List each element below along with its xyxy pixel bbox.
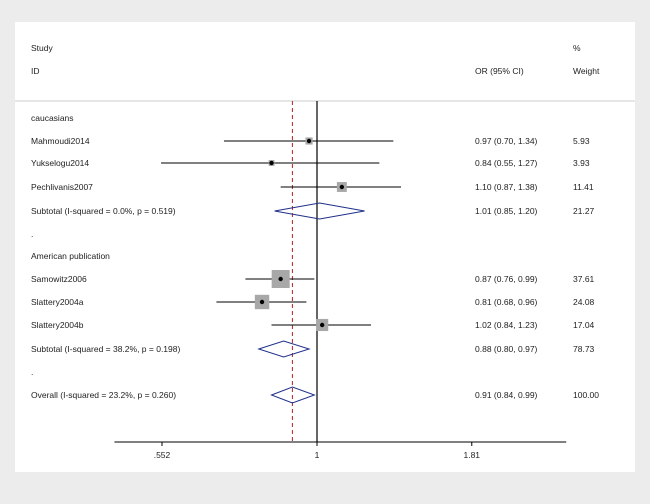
ci-text-samowitz2006: 0.87 (0.76, 0.99): [475, 274, 538, 284]
point-estimate-samowitz2006: [278, 276, 283, 282]
x-tick-label-2: 1.81: [463, 450, 480, 460]
row-label-slattery2004b: Slattery2004b: [31, 320, 84, 330]
ci-text-subtotal-i-squared-38-2-p-0-198: 0.88 (0.80, 0.97): [475, 344, 538, 354]
ci-text-slattery2004a: 0.81 (0.68, 0.96): [475, 297, 538, 307]
row-label-subtotal-i-squared-0-0-p-0-519: Subtotal (I-squared = 0.0%, p = 0.519): [31, 206, 176, 216]
plot-panel: [15, 22, 635, 472]
row-label-caucasians: caucasians: [31, 113, 74, 123]
point-estimate-mahmoudi2014: [306, 138, 312, 144]
row-label-pechlivanis2007: Pechlivanis2007: [31, 182, 93, 192]
x-tick-label-0: .552: [154, 450, 171, 460]
row-label-mahmoudi2014: Mahmoudi2014: [31, 136, 90, 146]
header-weight: Weight: [573, 66, 600, 76]
weight-text-mahmoudi2014: 5.93: [573, 136, 590, 146]
row-label-spacer: .: [31, 367, 33, 377]
weight-text-subtotal-i-squared-0-0-p-0-519: 21.27: [573, 206, 595, 216]
row-label-slattery2004a: Slattery2004a: [31, 297, 84, 307]
weight-text-subtotal-i-squared-38-2-p-0-198: 78.73: [573, 344, 595, 354]
ci-text-pechlivanis2007: 1.10 (0.87, 1.38): [475, 182, 538, 192]
point-estimate-pechlivanis2007: [339, 184, 345, 190]
weight-text-slattery2004a: 24.08: [573, 297, 595, 307]
point-estimate-yukselogu2014: [269, 160, 274, 166]
ci-text-overall-i-squared-23-2-p-0-260: 0.91 (0.84, 0.99): [475, 390, 538, 400]
point-estimate-slattery2004a: [259, 299, 265, 305]
ci-text-yukselogu2014: 0.84 (0.55, 1.27): [475, 158, 538, 168]
header-percent: %: [573, 43, 581, 53]
header-or: OR (95% CI): [475, 66, 524, 76]
diamond-overall-i-squared-23-2-p-0-260: [270, 386, 316, 404]
point-estimate-slattery2004b: [319, 322, 325, 328]
weight-text-overall-i-squared-23-2-p-0-260: 100.00: [573, 390, 599, 400]
x-tick-label-1: 1: [315, 450, 320, 460]
ci-text-slattery2004b: 1.02 (0.84, 1.23): [475, 320, 538, 330]
weight-text-slattery2004b: 17.04: [573, 320, 595, 330]
row-label-yukselogu2014: Yukselogu2014: [31, 158, 89, 168]
header-id: ID: [31, 66, 40, 76]
weight-text-yukselogu2014: 3.93: [573, 158, 590, 168]
row-label-american-publication: American publication: [31, 251, 110, 261]
row-label-subtotal-i-squared-38-2-p-0-198: Subtotal (I-squared = 38.2%, p = 0.198): [31, 344, 180, 354]
header-study: Study: [31, 43, 53, 53]
row-label-samowitz2006: Samowitz2006: [31, 274, 87, 284]
diamond-subtotal-i-squared-0-0-p-0-519: [274, 202, 365, 220]
row-label-spacer: .: [31, 229, 33, 239]
ci-text-mahmoudi2014: 0.97 (0.70, 1.34): [475, 136, 538, 146]
diamond-subtotal-i-squared-38-2-p-0-198: [257, 340, 311, 358]
row-label-overall-i-squared-23-2-p-0-260: Overall (I-squared = 23.2%, p = 0.260): [31, 390, 176, 400]
weight-text-samowitz2006: 37.61: [573, 274, 595, 284]
ci-text-subtotal-i-squared-0-0-p-0-519: 1.01 (0.85, 1.20): [475, 206, 538, 216]
weight-text-pechlivanis2007: 11.41: [573, 182, 594, 192]
